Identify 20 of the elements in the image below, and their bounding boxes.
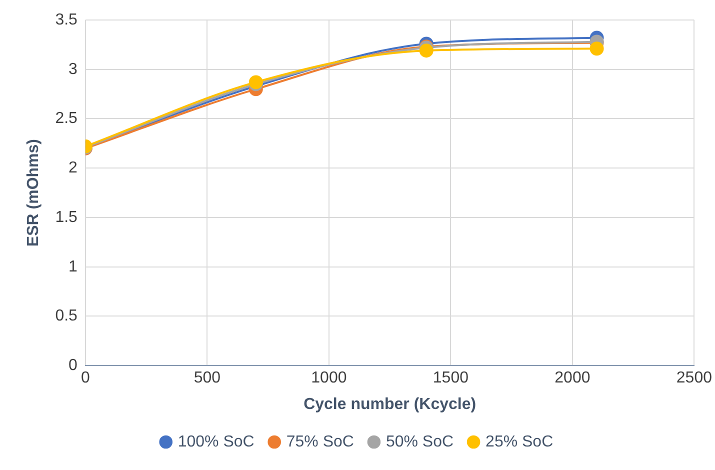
y-tick-label: 0: [68, 357, 78, 374]
legend-label: 25% SoC: [486, 433, 554, 450]
x-tick-label: 2000: [554, 370, 590, 387]
y-axis-title: ESR (mOhms): [25, 139, 42, 247]
x-tick-label: 500: [194, 370, 221, 387]
x-tick-label: 1000: [311, 370, 347, 387]
y-tick-label: 0.5: [55, 308, 78, 325]
y-tick-label: 2.5: [55, 110, 78, 128]
legend-label: 100% SoC: [178, 433, 254, 450]
y-tick-label: 3.5: [55, 11, 78, 28]
legend-label: 75% SoC: [286, 433, 354, 450]
x-tick-label: 1500: [432, 370, 469, 387]
x-axis-title: Cycle number (Kcycle): [304, 396, 476, 413]
y-tick-label: 3: [68, 60, 78, 78]
y-tick-label: 2: [68, 160, 78, 177]
y-tick-label: 1: [68, 258, 78, 276]
y-tick-label: 1.5: [55, 208, 78, 226]
x-tick-label: 2500: [676, 370, 712, 387]
x-tick-label: 0: [80, 370, 90, 387]
legend-label: 50% SoC: [386, 433, 454, 450]
